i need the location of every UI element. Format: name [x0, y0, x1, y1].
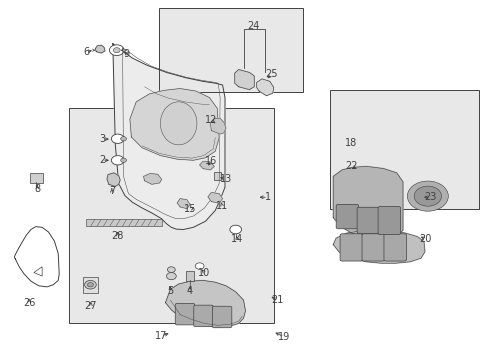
Polygon shape	[34, 267, 42, 276]
Text: 2: 2	[99, 155, 105, 165]
Circle shape	[121, 136, 126, 141]
Text: 14: 14	[231, 234, 243, 244]
Circle shape	[195, 263, 203, 269]
Circle shape	[407, 181, 447, 211]
Circle shape	[167, 267, 175, 273]
Text: 21: 21	[271, 295, 283, 305]
Circle shape	[113, 48, 120, 53]
Circle shape	[87, 283, 93, 287]
Polygon shape	[165, 280, 245, 327]
Text: 10: 10	[198, 267, 210, 278]
Text: 7: 7	[108, 186, 115, 197]
Polygon shape	[234, 69, 254, 90]
FancyBboxPatch shape	[213, 172, 220, 180]
Text: 1: 1	[264, 192, 270, 202]
Polygon shape	[177, 199, 189, 209]
Circle shape	[413, 186, 441, 206]
FancyBboxPatch shape	[175, 303, 194, 325]
Text: 15: 15	[183, 204, 196, 215]
Polygon shape	[199, 161, 214, 170]
Bar	[159, 8, 303, 92]
Polygon shape	[332, 166, 402, 238]
FancyBboxPatch shape	[335, 204, 358, 229]
Bar	[82, 277, 98, 293]
Polygon shape	[143, 174, 161, 184]
FancyBboxPatch shape	[339, 234, 362, 261]
FancyBboxPatch shape	[212, 306, 231, 328]
Text: 6: 6	[83, 46, 89, 57]
Text: 22: 22	[345, 161, 357, 171]
FancyBboxPatch shape	[383, 234, 406, 261]
Text: 5: 5	[167, 286, 173, 296]
Text: 24: 24	[246, 21, 259, 31]
Text: 25: 25	[265, 69, 278, 79]
Ellipse shape	[160, 102, 197, 145]
Text: 17: 17	[155, 331, 167, 341]
Text: 27: 27	[84, 301, 97, 311]
Polygon shape	[256, 79, 273, 96]
Polygon shape	[113, 44, 224, 229]
FancyBboxPatch shape	[30, 173, 42, 183]
Text: 18: 18	[344, 139, 356, 148]
Text: 19: 19	[278, 332, 290, 342]
Text: 8: 8	[34, 184, 40, 194]
FancyBboxPatch shape	[185, 271, 193, 281]
Circle shape	[229, 225, 241, 234]
FancyBboxPatch shape	[193, 305, 213, 327]
Text: 26: 26	[23, 298, 35, 308]
Polygon shape	[207, 193, 222, 203]
Circle shape	[121, 158, 126, 162]
Polygon shape	[130, 89, 219, 160]
Circle shape	[111, 134, 124, 143]
Circle shape	[109, 45, 124, 55]
FancyBboxPatch shape	[86, 220, 161, 226]
FancyBboxPatch shape	[361, 234, 384, 261]
Text: 11: 11	[216, 201, 228, 211]
Polygon shape	[95, 45, 105, 53]
Circle shape	[111, 156, 124, 165]
FancyBboxPatch shape	[377, 207, 400, 234]
Text: 16: 16	[205, 156, 217, 166]
Text: 9: 9	[123, 49, 129, 59]
Text: 3: 3	[99, 134, 105, 144]
Circle shape	[84, 280, 96, 289]
Text: 28: 28	[111, 231, 123, 240]
Text: 12: 12	[205, 115, 217, 125]
Text: 13: 13	[220, 174, 232, 184]
Text: 20: 20	[419, 234, 431, 244]
Text: 23: 23	[424, 192, 436, 202]
Polygon shape	[210, 118, 225, 134]
Text: 4: 4	[186, 286, 193, 296]
Bar	[69, 108, 273, 323]
Circle shape	[166, 273, 176, 280]
FancyBboxPatch shape	[356, 207, 379, 233]
Polygon shape	[107, 173, 120, 186]
Polygon shape	[332, 230, 424, 263]
Bar	[329, 90, 478, 209]
